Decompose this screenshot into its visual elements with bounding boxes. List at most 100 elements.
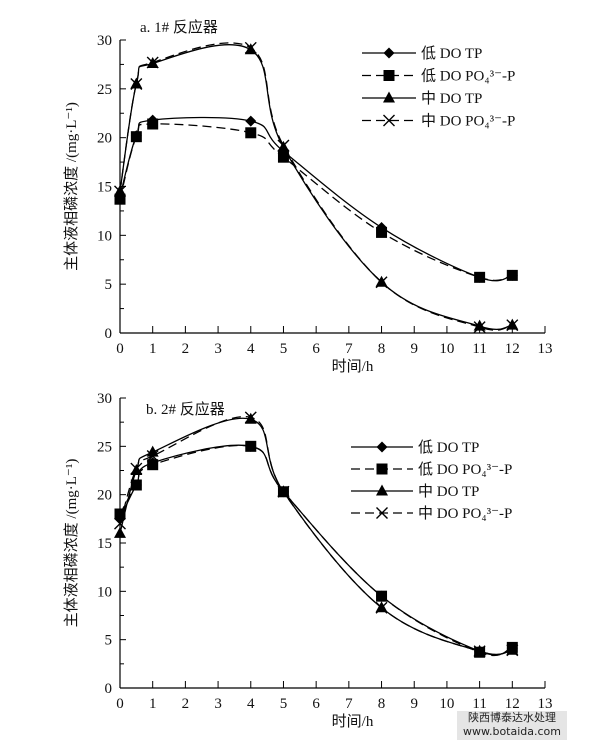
legend-marker bbox=[376, 507, 388, 519]
x-tick-label: 5 bbox=[280, 341, 288, 357]
data-point bbox=[506, 269, 518, 281]
data-point bbox=[473, 321, 486, 334]
data-point bbox=[130, 479, 142, 491]
y-tick-label: 25 bbox=[97, 82, 112, 98]
legend-label: 低 DO TP bbox=[421, 45, 482, 62]
legend-marker bbox=[383, 114, 395, 127]
x-tick-label: 13 bbox=[538, 341, 553, 357]
x-tick-label: 1 bbox=[149, 341, 157, 357]
legend-marker bbox=[383, 47, 395, 59]
x-tick-label: 5 bbox=[280, 696, 288, 712]
data-point bbox=[506, 644, 519, 657]
x-axis-label: 时间/h bbox=[332, 713, 374, 730]
data-point bbox=[277, 151, 289, 163]
x-tick-label: 7 bbox=[345, 696, 353, 712]
series-line bbox=[119, 123, 513, 281]
x-tick-label: 11 bbox=[472, 341, 486, 357]
series-2 bbox=[114, 43, 519, 331]
data-point bbox=[147, 118, 159, 130]
y-tick-label: 15 bbox=[97, 536, 112, 552]
legend-marker bbox=[376, 463, 388, 475]
data-point bbox=[474, 271, 486, 283]
y-tick-label: 20 bbox=[97, 131, 112, 147]
series-line bbox=[119, 415, 513, 656]
data-point bbox=[244, 411, 257, 424]
x-tick-label: 3 bbox=[214, 696, 222, 712]
legend-marker bbox=[376, 484, 388, 496]
x-tick-label: 0 bbox=[116, 341, 124, 357]
data-point bbox=[375, 275, 388, 287]
data-point bbox=[244, 41, 257, 54]
data-point bbox=[114, 526, 126, 538]
series-3 bbox=[114, 41, 519, 334]
y-axis-label: 主体液相磷浓度 /(mg·L⁻¹) bbox=[63, 102, 80, 271]
x-tick-label: 9 bbox=[410, 341, 418, 357]
x-axis-label: 时间/h bbox=[332, 358, 374, 375]
y-tick-label: 10 bbox=[97, 584, 112, 600]
legend-label: 低 DO PO₄³⁻-P bbox=[421, 68, 515, 85]
data-point bbox=[506, 319, 519, 332]
x-tick-label: 11 bbox=[472, 696, 486, 712]
chart-title: a. 1# 反应器 bbox=[140, 18, 218, 36]
legend-label: 中 DO PO₄³⁻-P bbox=[418, 505, 512, 522]
data-point bbox=[376, 226, 388, 238]
data-point bbox=[473, 644, 486, 656]
watermark-line1: 陕西博泰达水处理 bbox=[468, 711, 556, 724]
legend-label: 中 DO PO₄³⁻-P bbox=[421, 113, 515, 130]
x-tick-label: 2 bbox=[182, 696, 190, 712]
series-1 bbox=[114, 118, 518, 283]
y-tick-label: 0 bbox=[105, 326, 113, 342]
legend-item-2: 中 DO TP bbox=[351, 483, 479, 500]
series-line bbox=[119, 44, 513, 330]
x-tick-label: 12 bbox=[505, 696, 520, 712]
x-tick-label: 7 bbox=[345, 341, 353, 357]
series-line bbox=[119, 444, 513, 657]
legend-marker bbox=[383, 91, 395, 103]
chart-title: b. 2# 反应器 bbox=[146, 400, 225, 418]
x-tick-label: 0 bbox=[116, 696, 124, 712]
data-point bbox=[277, 485, 290, 498]
y-tick-label: 0 bbox=[105, 681, 113, 697]
x-tick-label: 2 bbox=[182, 341, 190, 357]
x-tick-label: 8 bbox=[378, 696, 386, 712]
legend-item-0: 低 DO TP bbox=[362, 45, 482, 62]
y-tick-label: 25 bbox=[97, 439, 112, 455]
y-tick-label: 30 bbox=[97, 33, 112, 49]
series-3 bbox=[114, 411, 519, 658]
x-tick-label: 9 bbox=[410, 696, 418, 712]
data-point bbox=[147, 459, 159, 471]
data-point bbox=[130, 131, 142, 143]
data-point bbox=[114, 193, 126, 205]
data-point bbox=[114, 185, 126, 198]
x-tick-label: 13 bbox=[538, 696, 553, 712]
legend-label: 低 DO PO₄³⁻-P bbox=[418, 461, 512, 478]
x-tick-label: 6 bbox=[312, 341, 320, 357]
data-point bbox=[146, 450, 159, 462]
y-axis-label: 主体液相磷浓度 /(mg·L⁻¹) bbox=[63, 459, 80, 628]
y-tick-label: 15 bbox=[97, 180, 112, 196]
legend-marker bbox=[376, 441, 388, 453]
data-point bbox=[473, 319, 486, 331]
data-point bbox=[376, 590, 388, 602]
x-tick-label: 8 bbox=[378, 341, 386, 357]
legend-item-1: 低 DO PO₄³⁻-P bbox=[351, 461, 512, 478]
data-point bbox=[375, 601, 388, 614]
x-tick-label: 10 bbox=[439, 696, 454, 712]
watermark: 陕西博泰达水处理 www.botaida.com bbox=[457, 711, 567, 740]
y-tick-label: 5 bbox=[105, 277, 113, 293]
data-point bbox=[473, 645, 486, 658]
y-tick-label: 10 bbox=[97, 228, 112, 244]
x-tick-label: 3 bbox=[214, 341, 222, 357]
legend-label: 低 DO TP bbox=[418, 439, 479, 456]
x-tick-label: 6 bbox=[312, 696, 320, 712]
data-point bbox=[277, 139, 290, 152]
legend-label: 中 DO TP bbox=[421, 90, 482, 107]
x-tick-label: 10 bbox=[439, 341, 454, 357]
legend-marker bbox=[383, 70, 395, 81]
legend-item-3: 中 DO PO₄³⁻-P bbox=[362, 113, 515, 130]
y-tick-label: 30 bbox=[97, 391, 112, 407]
watermark-line2: www.botaida.com bbox=[462, 725, 561, 738]
